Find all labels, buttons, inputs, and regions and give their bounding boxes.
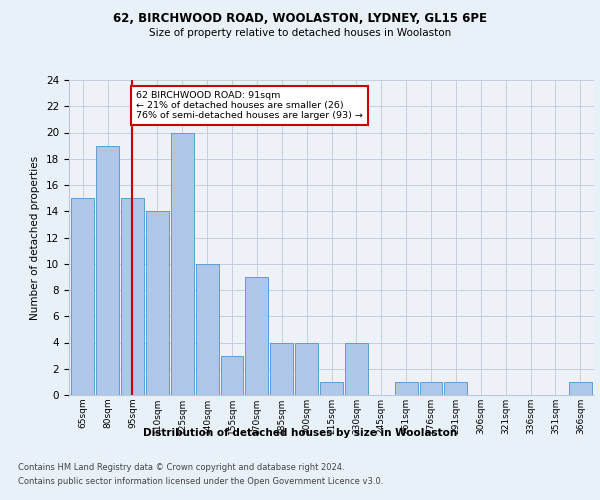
Bar	[171, 132, 194, 395]
Bar	[221, 356, 244, 395]
Text: Contains public sector information licensed under the Open Government Licence v3: Contains public sector information licen…	[18, 478, 383, 486]
Text: 62 BIRCHWOOD ROAD: 91sqm
← 21% of detached houses are smaller (26)
76% of semi-d: 62 BIRCHWOOD ROAD: 91sqm ← 21% of detach…	[136, 90, 363, 120]
Y-axis label: Number of detached properties: Number of detached properties	[31, 156, 40, 320]
Bar	[395, 382, 418, 395]
Bar	[245, 277, 268, 395]
Bar	[445, 382, 467, 395]
Bar	[419, 382, 442, 395]
Bar	[146, 211, 169, 395]
Text: 62, BIRCHWOOD ROAD, WOOLASTON, LYDNEY, GL15 6PE: 62, BIRCHWOOD ROAD, WOOLASTON, LYDNEY, G…	[113, 12, 487, 26]
Text: Size of property relative to detached houses in Woolaston: Size of property relative to detached ho…	[149, 28, 451, 38]
Text: Distribution of detached houses by size in Woolaston: Distribution of detached houses by size …	[143, 428, 457, 438]
Bar	[196, 264, 218, 395]
Bar	[270, 342, 293, 395]
Bar	[345, 342, 368, 395]
Bar	[295, 342, 318, 395]
Bar	[96, 146, 119, 395]
Bar	[121, 198, 144, 395]
Text: Contains HM Land Registry data © Crown copyright and database right 2024.: Contains HM Land Registry data © Crown c…	[18, 462, 344, 471]
Bar	[569, 382, 592, 395]
Bar	[71, 198, 94, 395]
Bar	[320, 382, 343, 395]
